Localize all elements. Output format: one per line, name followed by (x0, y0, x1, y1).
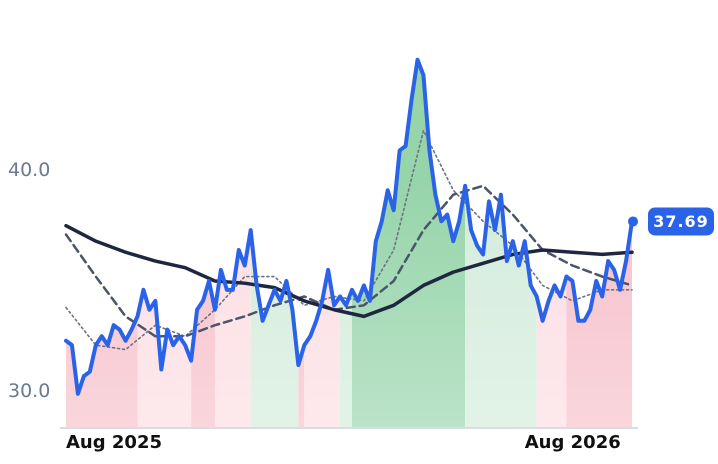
last-point (628, 216, 638, 227)
y-tick-label: 30.0 (8, 380, 50, 402)
last-value-badge (648, 207, 714, 236)
x-tick-label: Aug 2025 (66, 432, 162, 453)
series-line (64, 57, 634, 396)
x-tick-label: Aug 2026 (525, 432, 621, 453)
last-value-label: 37.69 (653, 212, 709, 231)
y-tick-label: 40.0 (8, 159, 50, 181)
series-line (64, 223, 634, 319)
